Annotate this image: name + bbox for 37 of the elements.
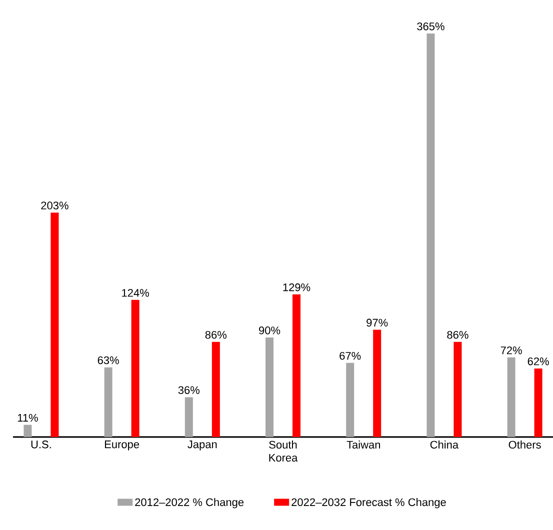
data-label: 86% <box>447 330 468 339</box>
data-label: 72% <box>500 346 522 354</box>
bar <box>184 397 193 437</box>
bar <box>507 357 516 437</box>
data-label: 365% <box>417 22 444 30</box>
data-label: 63% <box>98 356 119 364</box>
x-tick-label: Taiwan <box>346 440 380 449</box>
x-tick-label: China <box>430 440 459 449</box>
bar <box>292 294 301 437</box>
bar <box>373 330 382 437</box>
bar <box>212 342 220 437</box>
data-label: 11% <box>18 414 38 422</box>
x-tick-label: U.S. <box>31 440 51 448</box>
data-label: 90% <box>259 326 280 334</box>
x-tick-label: Others <box>508 440 541 449</box>
bar <box>426 33 435 437</box>
data-label: 62% <box>528 357 549 366</box>
x-tick-label: Japan <box>188 440 217 450</box>
bar <box>454 342 462 437</box>
data-label: 129% <box>283 283 310 292</box>
x-tick-label: Europe <box>104 440 140 450</box>
data-label: 67% <box>340 352 361 360</box>
legend-label: 2022–2032 Forecast % Change <box>292 498 446 508</box>
data-label: 97% <box>366 318 388 327</box>
bar <box>24 424 32 437</box>
bar <box>534 368 542 437</box>
bar <box>131 300 140 437</box>
bar <box>346 362 354 437</box>
bar <box>50 212 59 437</box>
bar <box>266 338 274 437</box>
legend-label: 2012–2022 % Change <box>135 498 244 508</box>
bar <box>104 367 112 437</box>
data-label: 124% <box>122 288 149 297</box>
data-label: 203% <box>41 202 68 210</box>
x-tick-label: South Korea <box>269 440 298 462</box>
data-label: 86% <box>205 330 227 339</box>
data-label: 36% <box>178 386 200 394</box>
